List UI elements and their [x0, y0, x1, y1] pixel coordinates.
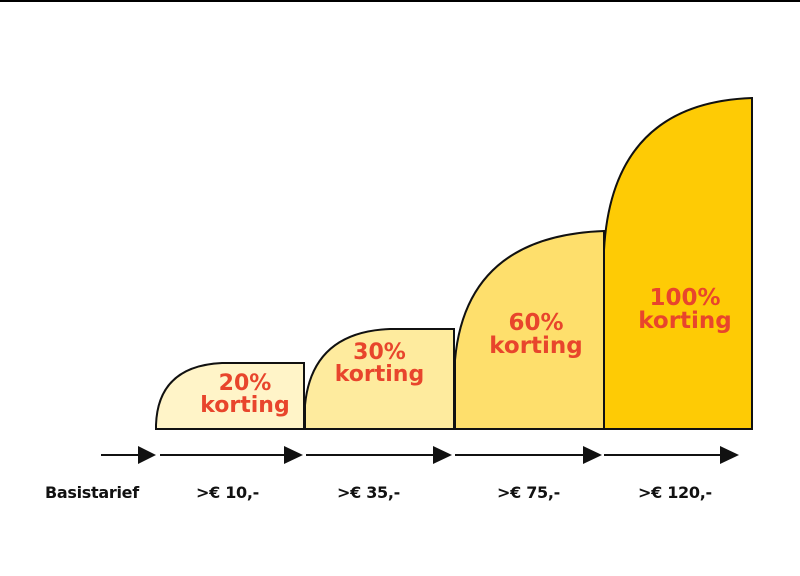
- tier-word: korting: [200, 393, 290, 418]
- threshold-label-35: >€ 35,-: [337, 483, 400, 502]
- tier-word: korting: [489, 333, 583, 359]
- top-border: [0, 0, 800, 2]
- tier-label-100: 100% korting: [625, 287, 745, 333]
- tier-shape-30: [304, 328, 455, 430]
- arrow-tier2: [306, 446, 452, 464]
- tier-pct: 100%: [649, 285, 721, 311]
- tier-pct: 30%: [353, 340, 406, 365]
- tier-label-20: 20% korting: [190, 373, 300, 417]
- tier-label-60: 60% korting: [476, 312, 596, 358]
- arrow-tier3: [455, 446, 602, 464]
- tier-shape-100: [603, 96, 753, 430]
- tier-word: korting: [334, 362, 425, 387]
- threshold-label-10: >€ 10,-: [196, 483, 259, 502]
- threshold-label-75: >€ 75,-: [497, 483, 560, 502]
- tier-word: korting: [638, 308, 732, 334]
- tier-shape-20: [155, 362, 305, 430]
- tier-shape-60: [454, 229, 605, 430]
- arrow-tier1: [160, 446, 303, 464]
- threshold-label-120: >€ 120,-: [638, 483, 712, 502]
- tier-pct: 60%: [508, 310, 564, 336]
- arrow-basis: [101, 446, 156, 464]
- base-rate-label: Basistarief: [45, 483, 139, 502]
- arrow-tier4: [604, 446, 739, 464]
- tier-pct: 20%: [218, 371, 272, 396]
- tier-label-30: 30% korting: [322, 342, 437, 386]
